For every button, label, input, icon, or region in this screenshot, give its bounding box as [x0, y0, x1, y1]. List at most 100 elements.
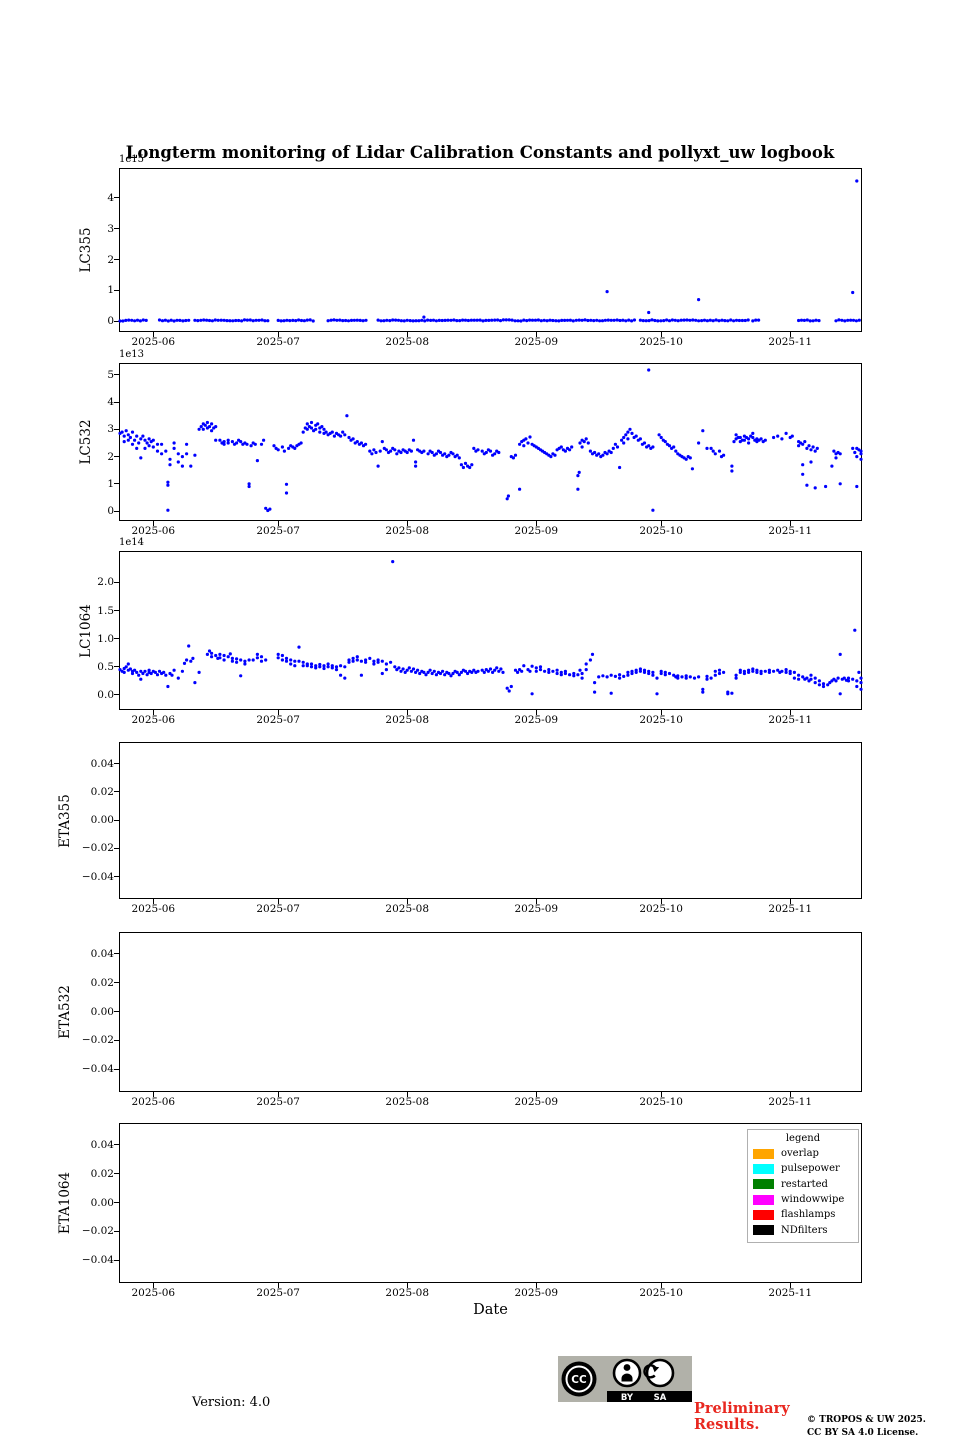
x-tick-label: 2025-06 — [131, 525, 176, 537]
x-tick-label: 2025-10 — [639, 1096, 683, 1108]
badge-strip — [607, 1391, 692, 1402]
x-tick-mark — [789, 1282, 791, 1288]
x-tick-mark — [406, 1091, 408, 1097]
legend-entry: pulsepower — [753, 1161, 853, 1176]
y-tick-mark — [114, 1230, 120, 1232]
copyright-line2: CC BY SA 4.0 License. — [807, 1428, 919, 1439]
x-tick-mark — [535, 1091, 537, 1097]
y-tick-label: 4 — [107, 191, 114, 204]
y-tick-label: −0.04 — [81, 870, 114, 883]
cc-icon: CC — [561, 1361, 597, 1397]
x-tick-label: 2025-09 — [514, 336, 559, 348]
y-axis-label: LC532 — [78, 419, 94, 465]
y-axis-label: LC355 — [78, 227, 94, 273]
x-tick-mark — [660, 1282, 662, 1288]
x-tick-mark — [789, 898, 791, 904]
x-tick-mark — [660, 709, 662, 715]
legend-swatch-restarted — [753, 1179, 774, 1190]
version-text: Version: 4.0 — [192, 1395, 271, 1410]
y-tick-label: 2 — [107, 253, 114, 266]
plot-area: 1e13 0 1 2 3 4 5 2025-06 2025-07 2025-08 2025-09 2… — [107, 349, 863, 537]
y-tick-mark — [114, 819, 120, 821]
legend-entries: overlap pulsepower restarted windowwipe flas… — [753, 1146, 853, 1238]
x-tick-label: 2025-07 — [256, 1287, 300, 1299]
y-tick-label: 0.04 — [90, 947, 114, 960]
preliminary-line2: Results. — [694, 1416, 760, 1434]
x-tick-mark — [406, 709, 408, 715]
y-tick-mark — [114, 847, 120, 849]
y-tick-label: 3 — [107, 423, 114, 436]
subplot-eta532: ETA532 0.04 0.02 0.00 −0.02 −0.04 2025-06 2025… — [0, 932, 960, 1108]
x-tick-label: 2025-11 — [768, 1287, 813, 1299]
x-tick-label: 2025-08 — [385, 1096, 430, 1108]
y-tick-label: 0.02 — [90, 785, 114, 798]
subplot-lc532: LC532 1e13 0 1 2 3 4 5 2025-06 2025-07 2025-08 20… — [0, 349, 960, 537]
x-tick-label: 2025-07 — [256, 336, 300, 348]
x-tick-mark — [277, 331, 279, 337]
y-tick-mark — [114, 1011, 120, 1013]
y-tick-mark — [114, 953, 120, 955]
x-tick-label: 2025-10 — [639, 525, 683, 537]
y-tick-label: 0.5 — [97, 660, 114, 673]
x-tick-mark — [152, 331, 154, 337]
page-title: Longterm monitoring of Lidar Calibration… — [125, 143, 835, 162]
y-tick-label: 0 — [107, 505, 114, 518]
y-tick-label: 2 — [107, 450, 114, 463]
x-tick-mark — [152, 1282, 154, 1288]
y-tick-mark — [114, 763, 120, 765]
preliminary-line1: Preliminary — [694, 1400, 790, 1417]
y-tick-mark — [114, 694, 120, 696]
x-tick-label: 2025-09 — [514, 525, 559, 537]
legend-entry: NDfilters — [753, 1222, 853, 1237]
x-tick-mark — [535, 709, 537, 715]
y-tick-label: −0.02 — [81, 1225, 114, 1238]
y-tick-mark — [114, 228, 120, 230]
plot-area: 0.04 0.02 0.00 −0.02 −0.04 2025-06 2025-07 2025… — [82, 1123, 862, 1299]
y-tick-label: 1.0 — [97, 632, 114, 645]
y-tick-label: −0.02 — [81, 842, 114, 855]
y-tick-label: 0.02 — [90, 976, 114, 989]
x-tick-mark — [660, 898, 662, 904]
x-tick-label: 2025-11 — [768, 336, 813, 348]
legend-entry: restarted — [753, 1177, 853, 1192]
copyright-line1: © TROPOS & UW 2025. — [807, 1415, 926, 1425]
y-tick-label: −0.04 — [81, 1063, 114, 1076]
x-tick-mark — [535, 898, 537, 904]
x-tick-mark — [277, 898, 279, 904]
subplot-lc1064: LC1064 1e14 0.0 0.5 1.0 1.5 2.0 2025-06 2025-0… — [0, 537, 960, 726]
badge-by-label: BY — [621, 1393, 634, 1402]
data-points-layer — [118, 368, 863, 513]
legend-entry: overlap — [753, 1146, 853, 1161]
y-tick-mark — [114, 1259, 120, 1261]
cc-license-badge: CC BY SA — [558, 1356, 692, 1402]
legend-swatch-NDfilters — [753, 1225, 774, 1236]
legend-entry: flashlamps — [753, 1207, 853, 1222]
y-tick-mark — [114, 638, 120, 640]
y-tick-label: 4 — [107, 396, 114, 409]
axis-offset-text: 1e15 — [119, 154, 145, 165]
x-tick-mark — [535, 331, 537, 337]
y-tick-mark — [114, 1068, 120, 1070]
x-tick-label: 2025-06 — [131, 336, 176, 348]
y-tick-mark — [114, 581, 120, 583]
x-tick-label: 2025-06 — [131, 714, 176, 726]
y-axis-label: ETA355 — [57, 793, 73, 848]
subplot-lc355: LC355 1e15 0 1 2 3 4 2025-06 2025-07 2025-08 202… — [0, 154, 960, 348]
x-tick-label: 2025-10 — [639, 1287, 683, 1299]
y-tick-label: 0.04 — [90, 757, 114, 770]
y-tick-mark — [114, 1144, 120, 1146]
x-axis-label: Date — [473, 1302, 508, 1318]
y-tick-label: 0.02 — [90, 1167, 114, 1180]
x-tick-label: 2025-08 — [385, 525, 430, 537]
x-tick-mark — [152, 709, 154, 715]
x-tick-label: 2025-09 — [514, 1287, 559, 1299]
data-points-layer — [118, 179, 861, 323]
x-tick-label: 2025-10 — [639, 714, 683, 726]
x-tick-mark — [406, 331, 408, 337]
y-axis-label: ETA1064 — [57, 1171, 73, 1235]
y-tick-label: 0.00 — [90, 1196, 114, 1209]
x-tick-mark — [277, 1282, 279, 1288]
y-tick-mark — [114, 791, 120, 793]
svg-text:CC: CC — [571, 1374, 587, 1386]
